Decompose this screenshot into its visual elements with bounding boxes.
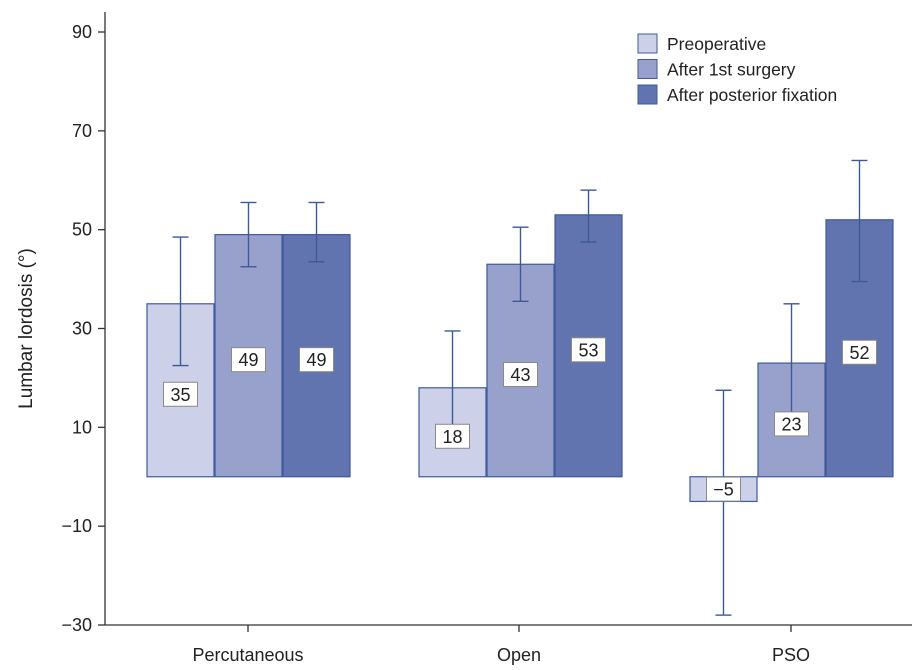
data-label-box: [503, 362, 538, 388]
axes: −30 −10 10 30 50 70 90 Percutaneous Open PSO Lumba…: [16, 12, 912, 665]
legend: Preoperative After 1st surgery After poste…: [637, 33, 837, 105]
x-tick-label: Open: [497, 645, 541, 665]
data-label: 49: [238, 350, 258, 370]
legend-label: After posterior fixation: [667, 85, 837, 105]
data-label-box: [299, 347, 334, 373]
data-label: 23: [781, 414, 801, 434]
data-labels: 35 18 −5 49 43 23 49 53 52: [163, 337, 877, 502]
y-axis-label: Lumbar lordosis (°): [16, 248, 37, 409]
data-label: 35: [170, 385, 190, 405]
y-tick-label: 30: [72, 319, 92, 339]
data-label-box: [163, 381, 198, 407]
legend-swatch: [637, 33, 658, 54]
data-label-box: [571, 337, 606, 363]
data-label-box: [706, 476, 741, 502]
y-tick-label: 50: [72, 220, 92, 240]
y-tick-label: 90: [72, 22, 92, 42]
y-tick-label: −30: [61, 615, 92, 635]
data-label: 49: [306, 350, 326, 370]
data-label-box: [435, 423, 470, 449]
legend-label: After 1st surgery: [667, 60, 796, 80]
data-label: −5: [713, 480, 734, 500]
data-label-box: [774, 411, 809, 437]
data-label: 53: [578, 340, 598, 360]
y-tick-label: 70: [72, 121, 92, 141]
data-label: 18: [442, 427, 462, 447]
y-tick-label: 10: [72, 417, 92, 437]
x-tick-label: Percutaneous: [192, 645, 303, 665]
legend-swatch: [637, 59, 658, 79]
legend-label: Preoperative: [667, 34, 766, 54]
legend-swatch: [637, 84, 658, 105]
data-label: 52: [849, 343, 869, 363]
data-label: 43: [510, 365, 530, 385]
data-label-box: [842, 339, 877, 365]
x-tick-label: PSO: [772, 645, 810, 665]
data-label-box: [231, 347, 266, 373]
y-tick-label: −10: [61, 516, 92, 536]
